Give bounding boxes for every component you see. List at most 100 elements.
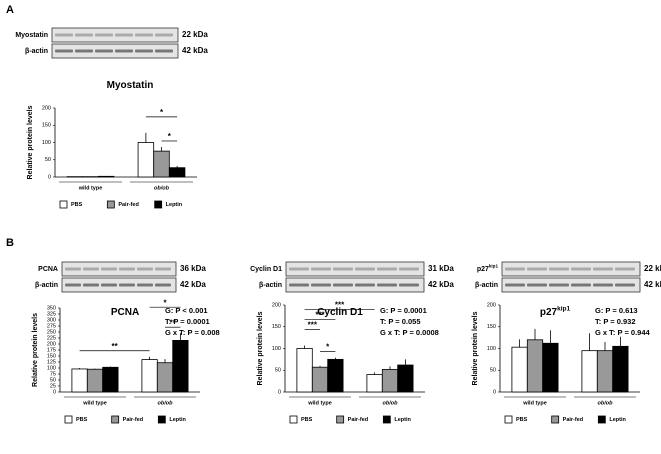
blot-band (377, 283, 397, 287)
y-tick-label: 50 (45, 157, 51, 163)
blot-band (527, 283, 547, 287)
blot-band (135, 49, 153, 53)
y-tick-label: 150 (272, 324, 281, 330)
legend-swatch (336, 415, 345, 424)
bar (137, 142, 155, 178)
blot-label-sup: kip1 (489, 264, 499, 269)
stats-text: G x T: P = 0.944 (595, 328, 651, 337)
blot-band (135, 33, 153, 37)
y-tick-label: 0 (53, 389, 56, 395)
legend-swatch (111, 415, 120, 424)
significance-label: * (168, 132, 172, 141)
blot-band (95, 33, 113, 37)
y-tick-label: 100 (47, 365, 56, 371)
blot-band (505, 283, 525, 287)
blot-size: 42 kDa (180, 280, 206, 289)
panel-label: A (6, 4, 14, 16)
bar (381, 368, 399, 393)
blot-band (65, 267, 81, 271)
legend-swatch (382, 415, 391, 424)
blot-band (549, 267, 569, 271)
legend-swatch (504, 415, 513, 424)
y-tick-label: 50 (275, 368, 281, 374)
blot-band (83, 267, 99, 271)
blot-band (505, 267, 525, 271)
y-tick-label: 225 (47, 335, 56, 341)
y-axis-label: Relative protein levels (27, 105, 34, 179)
blot-label: β-actin (259, 282, 282, 289)
y-tick-label: 50 (50, 377, 56, 383)
chart-title-main: Cyclin D1 (317, 307, 363, 318)
chart-title-main: PCNA (111, 307, 139, 318)
legend-swatch (289, 415, 298, 424)
y-tick-label: 300 (47, 317, 56, 323)
blot-band (101, 267, 117, 271)
blot-band (155, 33, 173, 37)
blot-band (571, 283, 591, 287)
blot-band (155, 267, 171, 271)
legend-swatch (551, 415, 560, 424)
legend-label: Leptin (169, 417, 186, 423)
blot-band (549, 283, 569, 287)
blot-label-main: Myostatin (15, 32, 48, 39)
blot-band (75, 49, 93, 53)
blot-band (55, 33, 73, 37)
chart-title: p27kip1 (540, 305, 571, 317)
significance-label: * (163, 298, 167, 307)
blot-label: Cyclin D1 (250, 266, 282, 273)
blot-label-main: β-actin (25, 48, 48, 55)
chart-title-main: p27 (540, 307, 558, 318)
blot-size: 22 kDa (182, 30, 208, 39)
stats-text: G x T: P = 0.0008 (380, 328, 439, 337)
y-tick-label: 100 (272, 346, 281, 352)
blot-label: β-actin (475, 282, 498, 289)
y-tick-label: 150 (42, 123, 51, 129)
significance-label: *** (335, 301, 345, 310)
legend-label: Pair-fed (563, 417, 583, 423)
blot-band (355, 267, 375, 271)
blot-band (115, 33, 133, 37)
legend-swatch (597, 415, 606, 424)
legend-label: Pair-fed (123, 417, 143, 423)
blot-label-main: p27 (477, 266, 489, 273)
y-tick-label: 200 (272, 302, 281, 308)
panel-label: B (6, 237, 14, 249)
blot-band (311, 283, 331, 287)
blot-band (155, 49, 173, 53)
blot-band (615, 267, 635, 271)
blot-label: PCNA (38, 266, 58, 273)
y-tick-label: 275 (47, 323, 56, 329)
legend-label: Leptin (394, 417, 411, 423)
blot-band (333, 267, 353, 271)
group-label: ob/ob (158, 400, 174, 406)
blot-band (55, 49, 73, 53)
significance-label: * (326, 343, 330, 352)
bar (86, 368, 104, 393)
bar (71, 368, 88, 393)
y-tick-label: 200 (487, 302, 496, 308)
blot-band (593, 283, 613, 287)
bar (366, 374, 383, 393)
group-label: wild type (78, 185, 103, 191)
legend-swatch (64, 415, 73, 424)
bar (156, 362, 174, 393)
blot-label: β-actin (35, 282, 58, 289)
blot-label-main: β-actin (35, 282, 58, 289)
blot-band (527, 267, 547, 271)
legend-swatch (157, 415, 166, 424)
y-tick-label: 100 (487, 346, 496, 352)
y-tick-label: 200 (47, 341, 56, 347)
legend-swatch (154, 200, 163, 209)
legend-label: Leptin (609, 417, 626, 423)
y-tick-label: 0 (48, 174, 51, 180)
blot-band (137, 267, 153, 271)
group-label: wild type (522, 400, 547, 406)
y-tick-label: 25 (50, 383, 56, 389)
group-label: wild type (307, 400, 332, 406)
chart-title: Myostatin (107, 80, 154, 91)
group-label: ob/ob (154, 185, 170, 191)
blot-label-main: β-actin (259, 282, 282, 289)
stats-text: G x T: P = 0.008 (165, 328, 220, 337)
blot-band (289, 283, 309, 287)
